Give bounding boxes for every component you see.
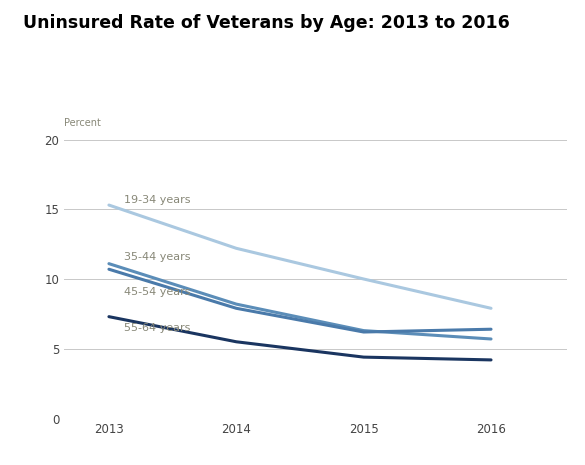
Text: Percent: Percent [64,118,101,128]
Text: 35-44 years: 35-44 years [124,252,191,262]
Text: 55-64 years: 55-64 years [124,323,191,333]
Text: 45-54 years: 45-54 years [124,286,191,297]
Text: Uninsured Rate of Veterans by Age: 2013 to 2016: Uninsured Rate of Veterans by Age: 2013 … [23,14,510,32]
Text: 19-34 years: 19-34 years [124,195,191,205]
